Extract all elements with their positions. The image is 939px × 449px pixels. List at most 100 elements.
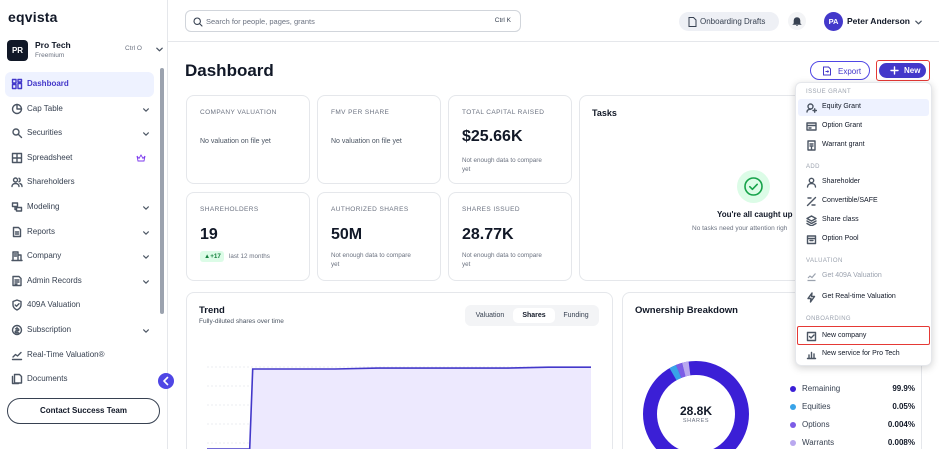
- menu-item-get-real-time-valuation[interactable]: Get Real-time Valuation: [798, 289, 929, 306]
- card-label: SHARES ISSUED: [462, 206, 520, 213]
- sidebar-item-shareholders[interactable]: Shareholders: [5, 170, 154, 195]
- card-label: SHAREHOLDERS: [200, 206, 259, 213]
- search-bar[interactable]: Ctrl K: [185, 10, 521, 32]
- legend-name: Equities: [802, 402, 831, 411]
- menu-item-shareholder[interactable]: Shareholder: [798, 174, 929, 191]
- chevron-down-icon: [143, 255, 149, 259]
- sidebar-item-label: Documents: [27, 374, 68, 384]
- card-text: No valuation on file yet: [331, 138, 402, 145]
- new-button[interactable]: New: [876, 60, 930, 81]
- menu-item-new-service[interactable]: New service for Pro Tech: [798, 346, 929, 363]
- new-label: New: [904, 66, 921, 75]
- sidebar-scrollbar[interactable]: [160, 68, 164, 314]
- chevron-down-icon: [156, 47, 163, 52]
- sidebar-item-spreadsheet[interactable]: Spreadsheet: [5, 146, 154, 171]
- export-label: Export: [838, 67, 862, 76]
- legend-name: Options: [802, 420, 830, 429]
- tab-funding[interactable]: Funding: [563, 312, 589, 319]
- new-button-pill[interactable]: New: [879, 63, 926, 78]
- export-button[interactable]: Export: [810, 61, 870, 80]
- subscription-icon: [11, 324, 23, 336]
- trend-icon: [11, 351, 23, 360]
- menu-item-option-grant[interactable]: Option Grant: [798, 118, 929, 135]
- tasks-empty-title: You're all caught up: [717, 210, 793, 219]
- trend-area: [207, 367, 591, 449]
- search-input[interactable]: [206, 14, 476, 29]
- pie-chart-icon: [11, 103, 23, 114]
- sidebar-item-documents[interactable]: Documents: [5, 367, 154, 392]
- dashboard-icon: [11, 78, 23, 90]
- menu-item-label: Share class: [822, 216, 859, 223]
- collapse-sidebar-button[interactable]: [158, 373, 174, 389]
- legend-item-equities: Equities 0.05%: [790, 402, 915, 414]
- contact-success-team-button[interactable]: Contact Success Team: [7, 398, 160, 424]
- sidebar-item-label: Spreadsheet: [27, 152, 73, 162]
- chevron-left-icon: [163, 376, 169, 386]
- menu-item-label: Shareholder: [822, 178, 861, 185]
- card-note: yet: [462, 261, 471, 268]
- delta-badge: ▲+17: [200, 251, 224, 262]
- sidebar-item-subscription[interactable]: Subscription: [5, 318, 154, 343]
- sidebar-item-label: Admin Records: [27, 275, 82, 285]
- notifications-button[interactable]: [788, 12, 806, 30]
- chevron-down-icon: [143, 279, 149, 284]
- crown-icon: [136, 153, 146, 162]
- menu-item-equity-grant[interactable]: Equity Grant: [798, 99, 929, 116]
- tab-valuation[interactable]: Valuation: [475, 312, 505, 319]
- menu-section-title: VALUATION: [806, 258, 843, 264]
- card-value: 28.77K: [462, 226, 514, 243]
- bell-icon: [792, 17, 802, 26]
- document-icon: [688, 17, 697, 27]
- tasks-empty-text: No tasks need your attention righ: [692, 225, 788, 232]
- new-company-icon: [806, 331, 817, 342]
- sidebar-item-company[interactable]: Company: [5, 244, 154, 269]
- legend-dot: [790, 386, 796, 392]
- sidebar-item-409a-valuation[interactable]: 409A Valuation: [5, 293, 154, 318]
- shareholder-icon: [806, 177, 817, 188]
- sidebar-item-reports[interactable]: Reports: [5, 220, 154, 245]
- menu-item-convertible-safe[interactable]: Convertible/SAFE: [798, 193, 929, 210]
- delta-value: ▲+17: [204, 253, 221, 260]
- ownership-title: Ownership Breakdown: [635, 305, 738, 316]
- user-avatar[interactable]: PA: [824, 12, 843, 31]
- sidebar-item-securities[interactable]: Securities: [5, 121, 154, 146]
- delta-period: last 12 months: [229, 253, 270, 260]
- tasks-card: [579, 95, 819, 281]
- sidebar-item-dashboard[interactable]: Dashboard: [5, 72, 154, 97]
- card-value: 50M: [331, 226, 363, 243]
- new-service-icon: [806, 351, 817, 360]
- org-switcher[interactable]: PR Pro Tech Freemium Ctrl O: [7, 40, 165, 62]
- legend-value: 0.008%: [887, 438, 915, 447]
- onboarding-drafts-button[interactable]: Onboarding Drafts: [679, 12, 779, 31]
- sidebar-item-modeling[interactable]: Modeling: [5, 195, 154, 220]
- chevron-down-icon[interactable]: [914, 18, 923, 27]
- menu-item-new-company[interactable]: New company: [797, 326, 930, 345]
- user-name[interactable]: Peter Anderson: [847, 16, 910, 26]
- menu-item-share-class[interactable]: Share class: [798, 212, 929, 229]
- trend-chart: [207, 366, 591, 449]
- equity-grant-icon: [806, 103, 817, 113]
- shareholders-card: SHAREHOLDERS 19 ▲+17 last 12 months: [186, 192, 310, 281]
- chevron-down-icon: [143, 132, 149, 136]
- menu-section-title: ONBOARDING: [806, 316, 852, 322]
- org-name: Pro Tech: [35, 40, 71, 50]
- fmv-per-share-card: FMV PER SHARE No valuation on file yet: [317, 95, 441, 184]
- menu-item-label: Get Real-time Valuation: [822, 293, 896, 300]
- sidebar-item-label: Company: [27, 251, 62, 261]
- menu-item-get-409a-valuation[interactable]: Get 409A Valuation: [798, 268, 929, 285]
- card-note: Not enough data to compare: [331, 252, 411, 259]
- sidebar-item-label: Subscription: [27, 324, 72, 334]
- tab-shares[interactable]: Shares: [513, 308, 555, 323]
- menu-section-title: ISSUE GRANT: [806, 89, 852, 95]
- menu-item-option-pool[interactable]: Option Pool: [798, 231, 929, 248]
- warrant-grant-icon: [807, 140, 816, 151]
- sidebar-item-admin-records[interactable]: Admin Records: [5, 269, 154, 294]
- documents-icon: [11, 373, 23, 385]
- legend-name: Warrants: [802, 438, 835, 447]
- export-icon: [823, 66, 831, 76]
- sidebar-item-real-time-valuation[interactable]: Real-Time Valuation®: [5, 343, 154, 368]
- sidebar-item-cap-table[interactable]: Cap Table: [5, 97, 154, 122]
- eqvista-logo[interactable]: eqvista: [8, 9, 58, 25]
- chevron-down-icon: [143, 329, 149, 333]
- menu-item-warrant-grant[interactable]: Warrant grant: [798, 137, 929, 154]
